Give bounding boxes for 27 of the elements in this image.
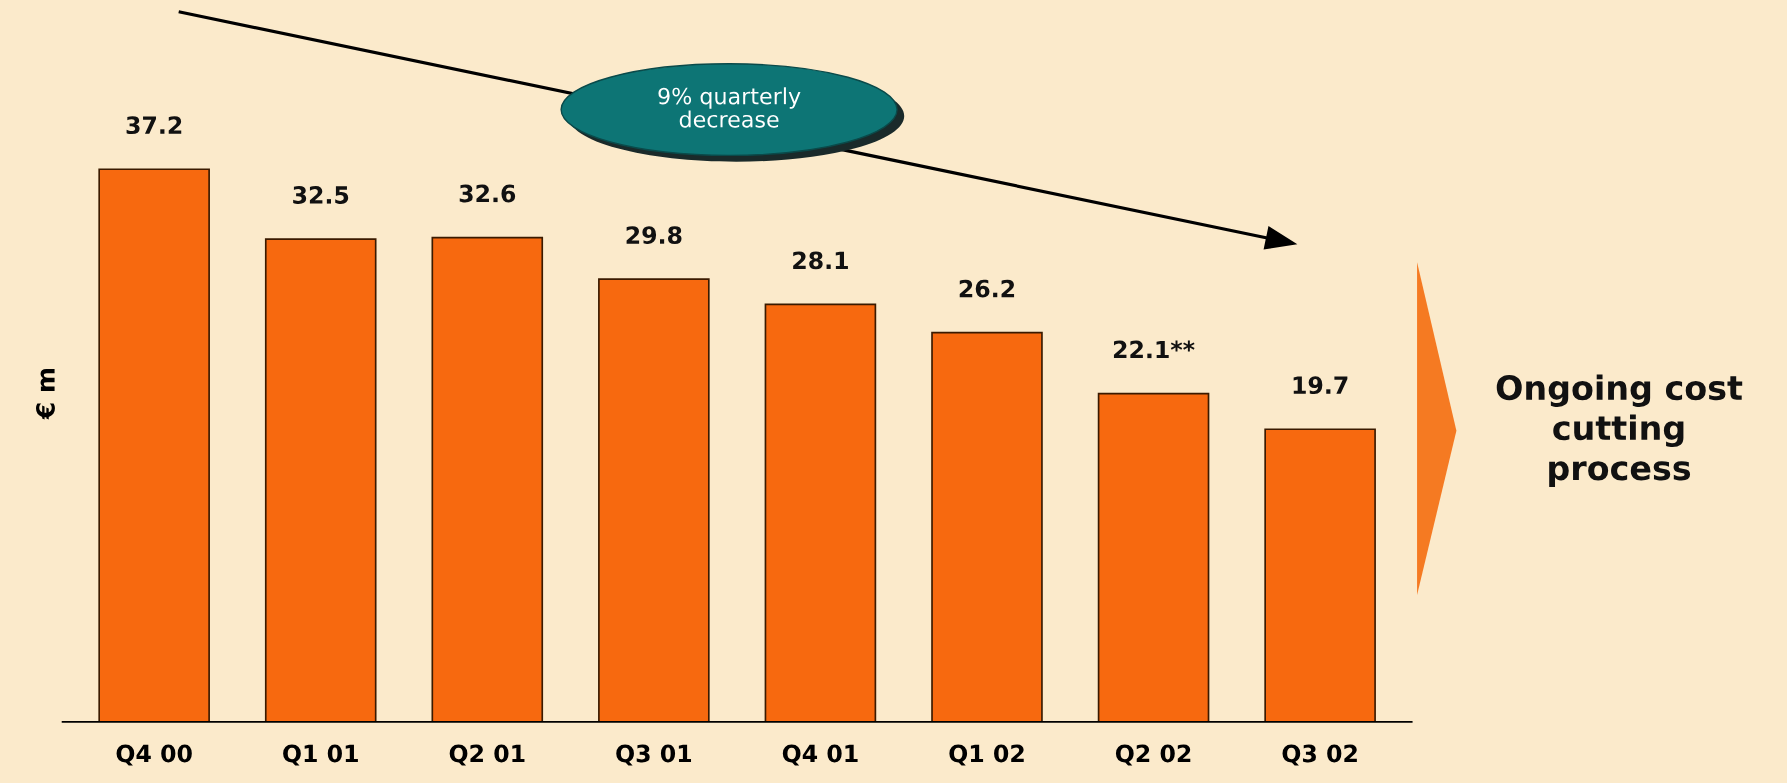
- x-tick-label: Q3 01: [616, 744, 692, 766]
- x-tick-label: Q4 00: [116, 744, 192, 766]
- bar: [264, 238, 377, 722]
- y-axis-title: € m: [36, 368, 55, 420]
- data-label: 19.7: [1293, 376, 1348, 395]
- bar: [764, 303, 877, 722]
- data-label: 32.5: [293, 186, 349, 204]
- x-tick-label: Q4 01: [782, 744, 858, 766]
- data-label: 37.2: [126, 116, 182, 135]
- x-tick-label: Q2 01: [449, 744, 525, 766]
- x-tick-label: Q1 02: [949, 744, 1024, 766]
- data-label: 32.6: [459, 184, 516, 203]
- bar: [98, 168, 210, 722]
- data-label: 28.1: [793, 251, 848, 270]
- data-label: 26.2: [959, 279, 1015, 298]
- x-tick-label: Q1 01: [283, 744, 358, 766]
- bar: [931, 331, 1043, 722]
- bar: [1264, 428, 1376, 722]
- bar: [1097, 392, 1210, 722]
- text: 9% quarterly decrease: [658, 87, 801, 128]
- text: Ongoing cost cutting process: [1496, 374, 1743, 487]
- x-tick-label: Q2 02: [1115, 744, 1191, 766]
- x-tick-label: Q3 02: [1282, 744, 1357, 766]
- data-label: 29.8: [626, 226, 682, 245]
- bar: [598, 278, 710, 722]
- bar: [431, 236, 544, 722]
- data-label: 22.1**: [1113, 340, 1195, 359]
